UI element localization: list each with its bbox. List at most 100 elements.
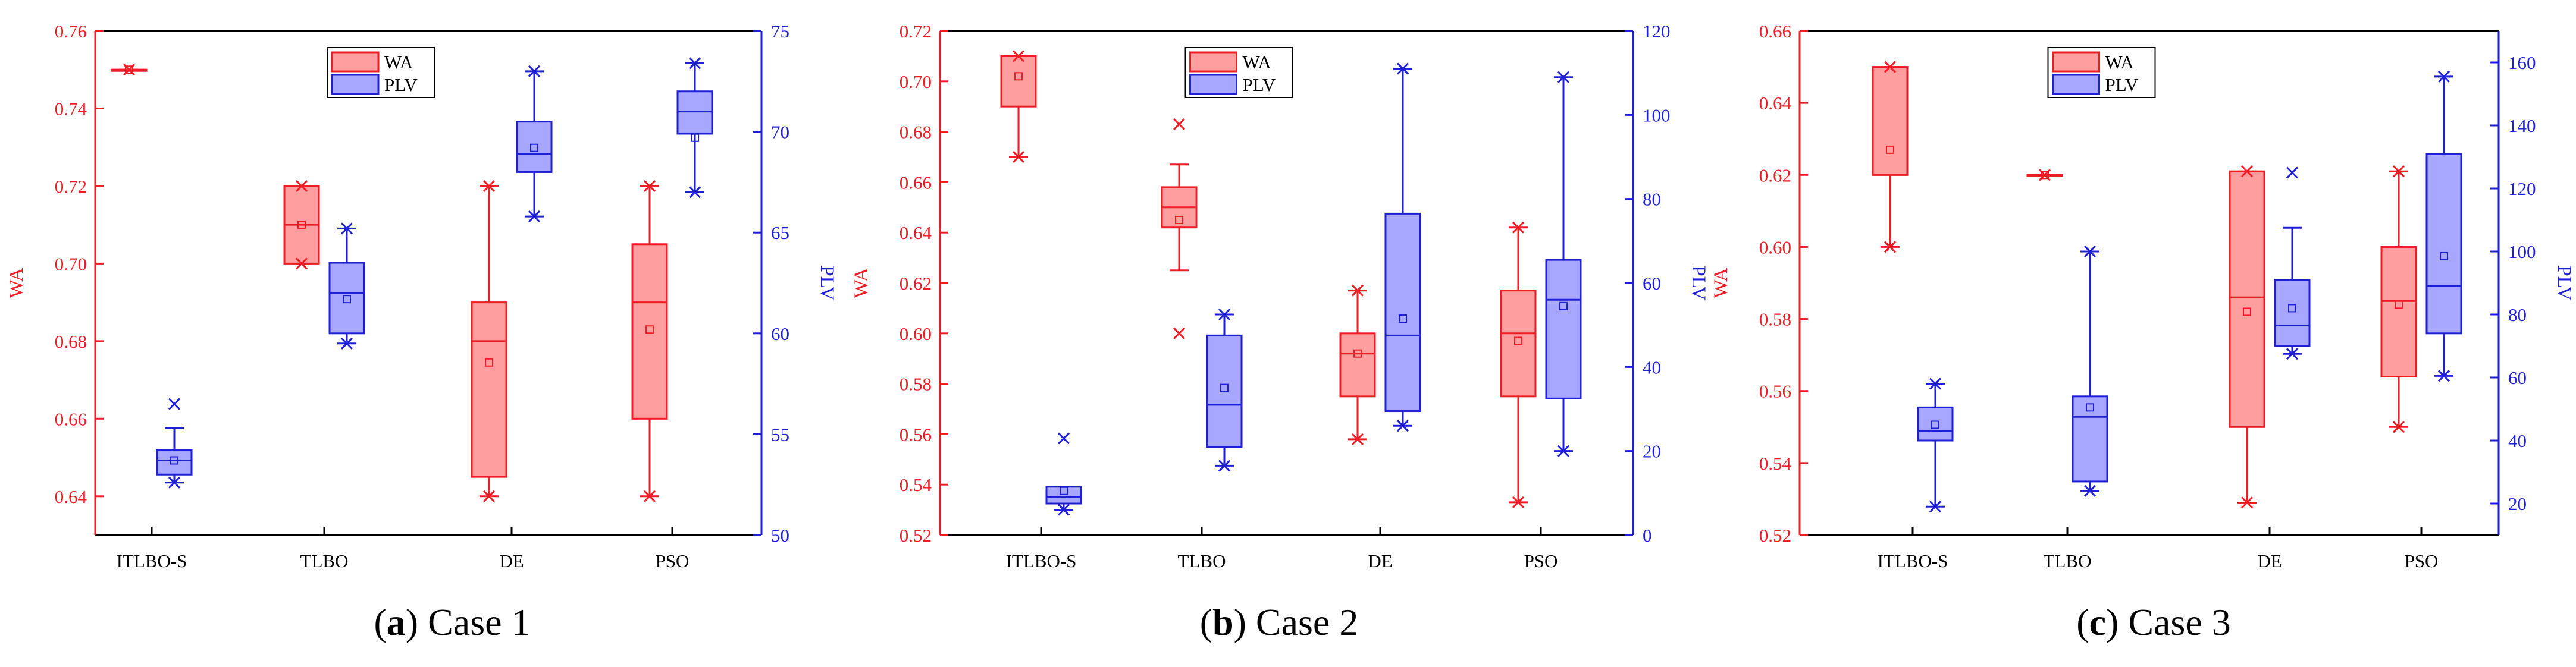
wa-box-de [471, 180, 507, 502]
x-axis-tick-label: DE [2257, 550, 2282, 571]
box-mean-marker [1931, 420, 1939, 429]
box-mean-marker [1175, 216, 1183, 224]
left-axis-tick-label: 0.56 [900, 424, 932, 445]
box-outlier-marker [2240, 165, 2254, 178]
left-axis-tick-label: 0.60 [900, 323, 932, 344]
chart-panel-c: 0.52 0.54 0.56 0.58 0.60 0.62 0.64 0.66 20 40 60 80… [1710, 21, 2575, 643]
left-axis-tick-label: 0.64 [900, 222, 932, 243]
left-axis-title: WA [1710, 268, 1732, 298]
left-axis-tick-label: 0.54 [1759, 453, 1792, 474]
box-outlier-marker [643, 490, 656, 502]
x-axis-tick-label: PSO [656, 550, 690, 571]
right-axis-tick-label: 60 [1643, 273, 1661, 294]
left-axis-tick-label: 0.70 [900, 71, 932, 92]
x-axis-tick-label: DE [1368, 550, 1392, 571]
box-outlier-marker [482, 180, 496, 192]
box-outlier-marker [2083, 245, 2096, 258]
left-axis-tick-label: 0.60 [1759, 237, 1791, 257]
legend-wa-swatch [331, 51, 380, 73]
wa-box-itlbo-s [111, 64, 148, 76]
left-axis-tick-label: 0.74 [55, 98, 87, 119]
x-axis-tick-label: PSO [2405, 550, 2439, 571]
x-axis-tick-label: TLBO [1178, 550, 1226, 571]
box-outlier-marker [1351, 284, 1364, 297]
box-mean-marker [2395, 300, 2403, 309]
plv-box-tlbo [2072, 245, 2108, 497]
box-body [1339, 332, 1376, 398]
box-outlier-marker [295, 257, 308, 270]
box-outlier-marker [1884, 61, 1897, 73]
box-body [471, 301, 507, 478]
box-mean-marker [530, 143, 538, 152]
right-axis-tick-label: 80 [1643, 189, 1661, 210]
box-mean-marker [170, 456, 178, 465]
plv-box-itlbo-s [1917, 377, 1954, 513]
box-outlier-marker [1057, 432, 1070, 445]
box-outlier-marker [1884, 241, 1897, 253]
box-outlier-marker [1557, 445, 1570, 457]
plv-box-de [2274, 166, 2311, 360]
legend-plv-label: PLV [1243, 74, 1276, 95]
legend-plv-label: PLV [2105, 74, 2139, 95]
wa-box-itlbo-s [1872, 61, 1909, 253]
left-axis-title: WA [6, 268, 27, 298]
plv-box-pso [2425, 70, 2462, 382]
left-axis-tick-label: 0.62 [1759, 165, 1791, 185]
box-outlier-marker [1012, 150, 1025, 163]
legend-wa-label: WA [2105, 52, 2135, 73]
box-mean-marker [691, 133, 699, 142]
box-outlier-marker [168, 398, 181, 410]
caption-text: ) Case 3 [2106, 601, 2231, 643]
box-outlier-marker [340, 337, 353, 350]
box-outlier-marker [1012, 50, 1025, 62]
box-outlier-marker [123, 64, 136, 76]
legend-plv-swatch [331, 74, 380, 95]
caption-label: a [387, 601, 406, 643]
box-outlier-marker [2286, 348, 2299, 360]
box-outlier-marker [688, 57, 701, 70]
box-outlier-marker [1173, 327, 1186, 339]
wa-box-tlbo [1161, 118, 1198, 339]
box-mean-marker [1399, 314, 1407, 323]
wa-box-pso [631, 180, 668, 502]
box-outlier-marker [528, 65, 541, 77]
x-axis-tick-label: ITLBO-S [117, 550, 187, 571]
box-body [1384, 212, 1421, 413]
panel-caption: (a) Case 1 [374, 601, 530, 643]
box-outlier-marker [1351, 433, 1364, 445]
right-axis-tick-label: 20 [1643, 441, 1661, 462]
right-axis-tick-label: 0 [1643, 525, 1652, 546]
x-axis-tick-label: ITLBO-S [1006, 550, 1077, 571]
caption-paren-open: ( [2076, 601, 2089, 643]
x-axis-tick-label: ITLBO-S [1878, 550, 1948, 571]
x-axis-tick-label: TLBO [2044, 550, 2092, 571]
box-outlier-marker [1218, 308, 1231, 321]
wa-box-pso [2380, 165, 2417, 433]
box-body [1500, 290, 1537, 398]
left-axis-tick-label: 0.70 [55, 253, 87, 274]
box-body [328, 262, 365, 335]
plv-box-tlbo [1206, 308, 1243, 472]
box-outlier-marker [643, 180, 656, 192]
legend-plv-swatch [2052, 74, 2100, 95]
left-axis-tick-label: 0.66 [900, 172, 932, 193]
plv-box-pso [676, 57, 713, 199]
box-outlier-marker [1512, 496, 1525, 508]
box-outlier-marker [1512, 221, 1525, 234]
right-axis-title: PLV [1688, 265, 1709, 300]
box-outlier-marker [688, 186, 701, 199]
left-axis-tick-label: 0.52 [900, 525, 932, 546]
box-outlier-marker [2392, 165, 2405, 178]
right-axis-tick-label: 20 [2508, 493, 2527, 514]
left-axis-tick-label: 0.64 [1759, 93, 1792, 114]
box-outlier-marker [2286, 166, 2299, 179]
box-mean-marker [1014, 72, 1023, 81]
left-axis-title: WA [851, 268, 872, 298]
legend-wa-label: WA [1243, 52, 1272, 73]
wa-box-itlbo-s [1000, 50, 1037, 163]
box-outlier-marker [2240, 496, 2254, 509]
left-axis-tick-label: 0.52 [1759, 525, 1791, 546]
left-axis-tick-label: 0.66 [55, 408, 87, 429]
box-mean-marker [1060, 486, 1068, 495]
